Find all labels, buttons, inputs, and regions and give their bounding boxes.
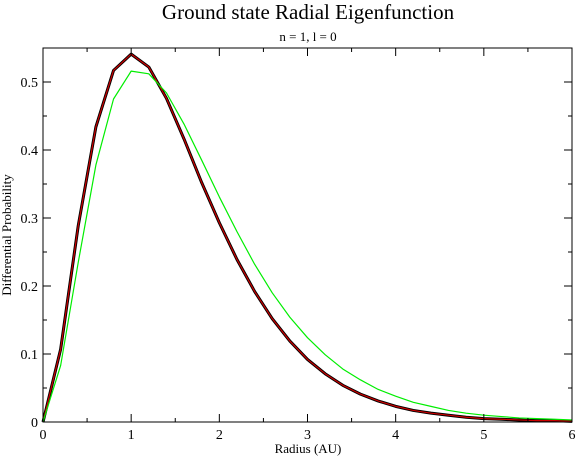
x-tick-label: 1 xyxy=(128,428,135,443)
x-tick-label: 0 xyxy=(40,428,47,443)
y-axis-label: Differential Probability xyxy=(0,174,14,296)
x-tick-label: 2 xyxy=(216,428,223,443)
y-tick-label: 0.1 xyxy=(21,348,39,363)
x-axis: 0 1 2 3 4 5 6 xyxy=(40,48,576,443)
x-tick-label: 6 xyxy=(569,428,576,443)
x-tick-label: 4 xyxy=(392,428,399,443)
chart-title: Ground state Radial Eigenfunction xyxy=(162,0,455,24)
y-tick-label: 0.2 xyxy=(21,280,39,295)
y-tick-label: 0 xyxy=(31,416,38,431)
y-axis: 0 0.1 0.2 0.3 0.4 0.5 xyxy=(21,47,572,431)
x-tick-label: 3 xyxy=(304,428,311,443)
y-tick-label: 0.3 xyxy=(21,212,39,227)
x-tick-label: 5 xyxy=(480,428,487,443)
x-axis-label: Radius (AU) xyxy=(275,441,342,456)
y-tick-label: 0.5 xyxy=(21,76,39,91)
y-tick-label: 0.4 xyxy=(21,144,39,159)
chart-subtitle: n = 1, l = 0 xyxy=(279,29,336,44)
